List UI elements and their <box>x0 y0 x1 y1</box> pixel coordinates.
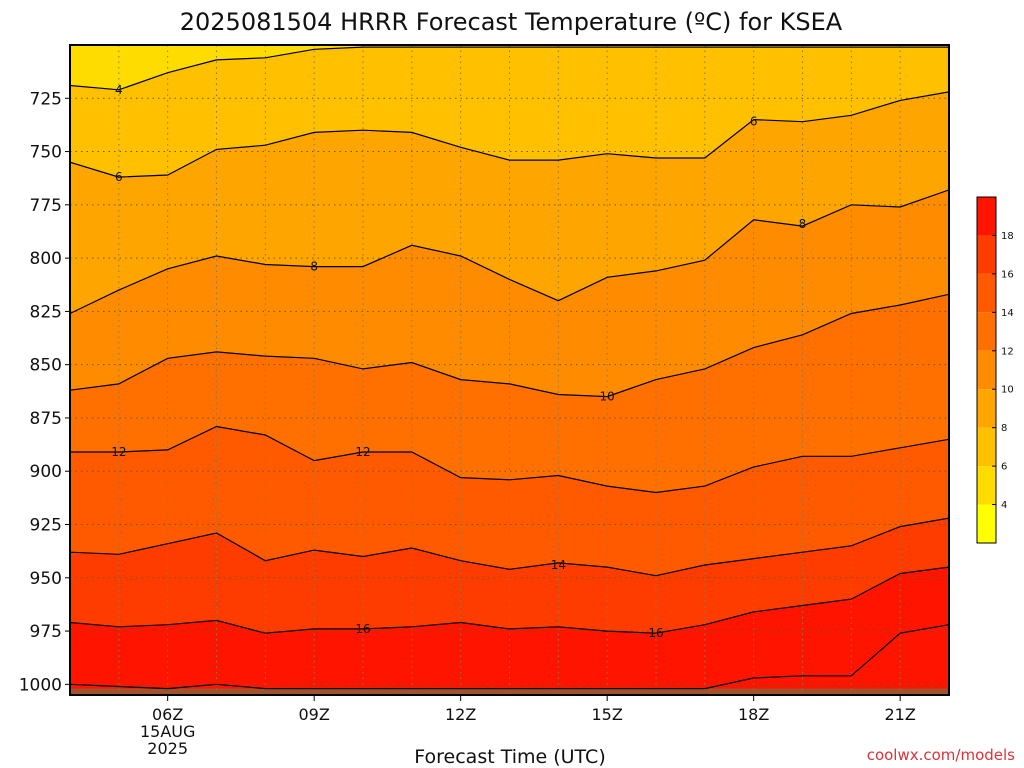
x-tick-label: 06Z <box>152 705 183 724</box>
isotherm-14 <box>70 517 949 577</box>
x-tick-label: 21Z <box>885 705 916 724</box>
y-tick-label: 925 <box>30 516 62 536</box>
colorbar-swatch <box>977 427 996 467</box>
temperature-band-3 <box>70 91 949 314</box>
colorbar-swatch <box>977 504 996 543</box>
contour-label-16: 16 <box>355 622 370 636</box>
colorbar-swatch <box>977 197 996 236</box>
colorbar-tick-label: 4 <box>1001 500 1007 511</box>
colorbar-frame <box>976 196 997 544</box>
colorbar: 4 6 8 10 12 14 16 18 <box>976 196 1014 544</box>
temperature-band-1 <box>70 45 949 90</box>
contour-labels: 4 6 6 8 8 10 12 12 14 16 16 <box>111 83 806 640</box>
isotherm-4 <box>70 46 949 91</box>
colorbar-swatch <box>977 235 996 274</box>
temperature-band-8 <box>70 567 949 689</box>
colorbar-tick-label: 14 <box>1001 308 1014 319</box>
y-tick-label: 725 <box>30 89 62 109</box>
y-tick-label: 900 <box>30 462 62 482</box>
colorbar-tick-label: 8 <box>1001 423 1007 434</box>
colorbar-swatch <box>977 350 996 390</box>
plot-frame <box>69 44 950 696</box>
colorbar-swatch <box>977 273 996 313</box>
isotherm-18 <box>70 624 949 690</box>
colorbar-swatch <box>977 466 996 505</box>
contour-label-12: 12 <box>355 445 370 459</box>
temperature-band-6 <box>70 426 949 576</box>
x-tick-label: 18Z <box>738 705 769 724</box>
y-tick-label: 850 <box>30 356 62 376</box>
colorbar-swatch <box>977 312 996 351</box>
isotherm-8 <box>70 189 949 315</box>
temperature-band-5 <box>70 294 949 493</box>
colorbar-tick-label: 12 <box>1001 346 1014 357</box>
temperature-fill <box>70 45 949 695</box>
x-tick-date: 15AUG <box>140 722 195 741</box>
y-tick-label: 775 <box>30 196 62 216</box>
y-tick-label: 1000 <box>19 675 62 695</box>
contour-label-12: 12 <box>111 445 126 459</box>
x-tick-label: 12Z <box>445 705 476 724</box>
colorbar-tick-label: 18 <box>1001 231 1014 242</box>
colorbar-tick-label: 10 <box>1001 385 1014 396</box>
chart-title: 2025081504 HRRR Forecast Temperature (ºC… <box>180 8 843 36</box>
isotherm-lines <box>70 46 949 690</box>
colorbar-tick-label: 6 <box>1001 462 1007 473</box>
y-axis: 725 750 775 800 825 850 875 900 925 950 975 1000 <box>19 89 70 695</box>
isotherm-16 <box>70 566 949 634</box>
y-tick-label: 825 <box>30 302 62 322</box>
contour-label-8: 8 <box>799 217 807 231</box>
x-tick-label: 15Z <box>592 705 623 724</box>
y-tick-label: 950 <box>30 569 62 589</box>
contour-label-14: 14 <box>551 558 566 572</box>
y-tick-label: 800 <box>30 249 62 269</box>
colorbar-tick-label: 16 <box>1001 269 1014 280</box>
isotherm-6 <box>70 91 949 178</box>
credit-text: coolwx.com/models <box>867 746 1015 764</box>
ground-surface <box>70 688 949 695</box>
contour-label-10: 10 <box>600 390 615 404</box>
x-axis-label: Forecast Time (UTC) <box>414 746 605 768</box>
temperature-band-9 <box>70 624 949 695</box>
grid-lines <box>70 45 949 695</box>
isotherm-10 <box>70 293 949 398</box>
contour-label-8: 8 <box>310 260 318 274</box>
contour-label-6: 6 <box>750 115 758 129</box>
contour-label-6: 6 <box>115 170 123 184</box>
contour-label-4: 4 <box>115 83 123 97</box>
y-tick-label: 750 <box>30 143 62 163</box>
y-tick-label: 875 <box>30 409 62 429</box>
colorbar-swatch <box>977 389 996 428</box>
contour-label-16: 16 <box>648 626 663 640</box>
isotherm-12 <box>70 425 949 494</box>
temperature-band-7 <box>70 518 949 634</box>
x-tick-label: 09Z <box>299 705 330 724</box>
y-tick-label: 975 <box>30 622 62 642</box>
x-tick-year: 2025 <box>147 739 188 758</box>
